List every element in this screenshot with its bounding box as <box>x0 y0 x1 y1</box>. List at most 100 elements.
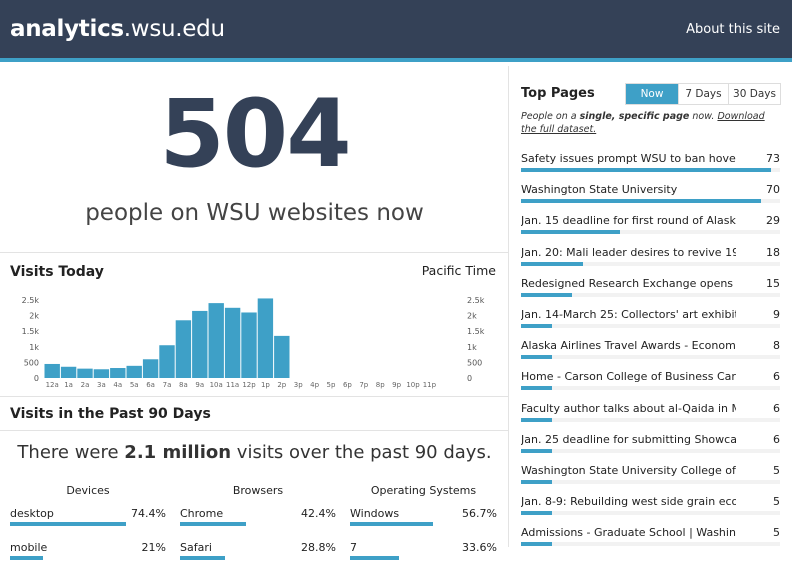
top-page-bar <box>521 542 553 547</box>
top-page-item[interactable]: Faculty author talks about al-Qaida in M… <box>521 401 780 432</box>
top-page-item[interactable]: Jan. 20: Mali leader desires to revive 1… <box>521 245 780 276</box>
timezone-label: Pacific Time <box>421 263 496 278</box>
chart-bar <box>224 307 241 378</box>
x-tick-label: 2a <box>81 381 90 389</box>
top-page-title: Admissions - Graduate School | Washingto… <box>521 526 736 540</box>
tab-now[interactable]: Now <box>626 84 678 104</box>
breakdown-bar-track <box>10 522 166 526</box>
tab-7-days[interactable]: 7 Days <box>678 84 728 104</box>
top-page-bar <box>521 292 573 297</box>
breakdown-row: desktop 74.4% <box>10 507 166 541</box>
top-page-bar-track <box>521 448 780 453</box>
top-page-item[interactable]: Alaska Airlines Travel Awards - Economic… <box>521 338 780 369</box>
top-page-bar-track <box>521 323 780 328</box>
top-page-bar <box>521 168 771 172</box>
breakdown-percent: 33.6% <box>462 541 497 554</box>
chart-bar <box>142 359 159 378</box>
top-pages-title: Top Pages <box>521 86 595 101</box>
top-page-item[interactable]: Home - Carson College of Business Carson… <box>521 369 780 400</box>
top-page-bar <box>521 199 761 204</box>
top-page-bar-track <box>521 199 780 204</box>
x-tick-label: 8p <box>376 381 385 389</box>
breakdown-percent: 74.4% <box>131 507 166 520</box>
breakdown-row: 7 33.6% <box>350 541 497 575</box>
x-tick-label: 10p <box>406 381 420 389</box>
top-page-item[interactable]: Safety issues prompt WSU to ban hoverbo.… <box>521 151 780 182</box>
top-page-count: 6 <box>773 432 780 446</box>
browsers-breakdown: Browsers Chrome 42.4% Safari 28.8% <box>180 484 336 575</box>
top-page-bar <box>521 417 553 422</box>
top-page-bar-track <box>521 261 780 266</box>
chart-bar <box>60 366 77 378</box>
browsers-title: Browsers <box>232 484 284 497</box>
top-page-bar-track <box>521 417 780 422</box>
top-page-title: Redesigned Research Exchange opens acc..… <box>521 276 736 290</box>
breakdown-percent: 28.8% <box>301 541 336 554</box>
chart-bar <box>93 369 110 378</box>
breakdown-row: Windows 56.7% <box>350 507 497 541</box>
chart-bar <box>159 345 175 378</box>
chart-bar <box>241 312 257 378</box>
x-tick-label: 7p <box>359 381 368 389</box>
chart-bar <box>274 335 290 378</box>
top-page-title: Jan. 20: Mali leader desires to revive 1… <box>521 245 736 259</box>
x-tick-label: 1p <box>261 381 270 389</box>
top-pages-list: Safety issues prompt WSU to ban hoverbo.… <box>521 151 780 547</box>
realtime-subtitle: people on WSU websites now <box>85 200 424 226</box>
y-tick-label-right: 0 <box>467 374 472 383</box>
breakdown-row: Safari 28.8% <box>180 541 336 575</box>
x-tick-label: 5a <box>130 381 139 389</box>
x-tick-label: 5p <box>327 381 336 389</box>
breakdown-bar <box>350 522 434 526</box>
about-link[interactable]: About this site <box>686 22 780 37</box>
download-dataset-link[interactable]: Download the full dataset. <box>521 111 765 135</box>
top-page-item[interactable]: Jan. 15 deadline for first round of Alas… <box>521 213 780 244</box>
top-page-item[interactable]: Jan. 8-9: Rebuilding west side grain eco… <box>521 494 780 525</box>
top-page-bar-track <box>521 511 780 516</box>
top-page-item[interactable]: Washington State University 70 <box>521 182 780 213</box>
top-page-bar <box>521 261 583 266</box>
top-page-item[interactable]: Admissions - Graduate School | Washingto… <box>521 525 780 547</box>
tab-30-days[interactable]: 30 Days <box>728 84 780 104</box>
x-tick-label: 12p <box>242 381 256 389</box>
top-page-title: Alaska Airlines Travel Awards - Economic… <box>521 339 736 353</box>
breakdown-bar <box>350 556 400 560</box>
top-page-bar-track <box>521 292 780 297</box>
summary-after: visits over the past 90 days. <box>231 442 492 463</box>
site-header: analytics.wsu.edu About this site <box>0 0 792 62</box>
site-brand[interactable]: analytics.wsu.edu <box>10 16 225 42</box>
breakdown-percent: 42.4% <box>301 507 336 520</box>
breakdown-label: Chrome <box>180 507 224 520</box>
top-page-bar-track <box>521 386 780 391</box>
breakdown-label: Safari <box>180 541 212 554</box>
top-page-item[interactable]: Jan. 25 deadline for submitting Showcase… <box>521 432 780 463</box>
os-breakdown: Operating Systems Windows 56.7% 7 33.6% <box>350 484 497 575</box>
y-tick-label-right: 2.5k <box>467 296 485 305</box>
divider <box>0 430 509 431</box>
top-page-bar <box>521 511 553 516</box>
y-tick-label-right: 2k <box>467 312 477 321</box>
note-mid: now. <box>689 111 718 122</box>
top-page-count: 5 <box>773 526 780 540</box>
x-tick-label: 2p <box>277 381 286 389</box>
breakdown-bar-track <box>180 556 336 560</box>
x-tick-label: 9a <box>195 381 204 389</box>
top-page-title: Jan. 15 deadline for first round of Alas… <box>521 214 736 228</box>
y-tick-label-right: 1.5k <box>467 327 485 336</box>
x-tick-label: 9p <box>392 381 401 389</box>
x-tick-label: 6p <box>343 381 352 389</box>
top-page-item[interactable]: Redesigned Research Exchange opens acc..… <box>521 276 780 307</box>
chart-bar <box>175 320 192 378</box>
top-page-count: 5 <box>773 463 780 477</box>
top-page-count: 6 <box>773 401 780 415</box>
y-tick-label-left: 500 <box>24 358 39 367</box>
chart-bar <box>192 310 208 378</box>
top-page-count: 15 <box>766 276 780 290</box>
top-page-item[interactable]: Washington State University College of N… <box>521 463 780 494</box>
top-page-title: Jan. 14-March 25: Collectors' art exhibi… <box>521 307 736 321</box>
top-page-item[interactable]: Jan. 14-March 25: Collectors' art exhibi… <box>521 307 780 338</box>
breakdown-bar-track <box>350 522 497 526</box>
top-pages-panel: Top Pages Now 7 Days 30 Days People on a… <box>510 66 792 547</box>
x-tick-label: 11p <box>423 381 437 389</box>
breakdown-bar-track <box>180 522 336 526</box>
